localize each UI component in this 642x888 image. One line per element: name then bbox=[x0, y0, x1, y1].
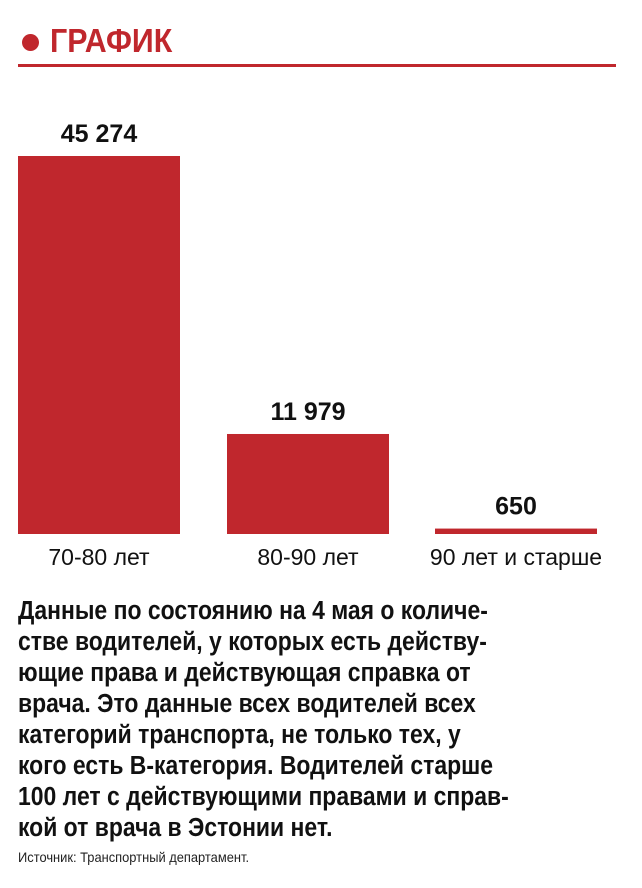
bar-3 bbox=[435, 528, 597, 534]
caption-line: 100 лет с действующими правами и справ- bbox=[18, 783, 509, 811]
value-label-2: 11 979 bbox=[270, 398, 345, 426]
header: ГРАФИК bbox=[18, 14, 616, 68]
caption-line: врача. Это данные всех водителей всех bbox=[18, 690, 476, 718]
caption-line: категорий транспорта, не только тех, у bbox=[18, 721, 461, 749]
page-title: ГРАФИК bbox=[50, 22, 173, 59]
caption-line: кого есть B-категория. Водителей старше bbox=[18, 752, 494, 780]
value-label-1: 45 274 bbox=[61, 120, 138, 148]
caption-line: Данные по состоянию на 4 мая о количе- bbox=[18, 597, 488, 625]
caption-line: кой от врача в Эстонии нет. bbox=[18, 814, 333, 842]
caption: Данные по состоянию на 4 мая о количе- с… bbox=[18, 596, 626, 844]
bullet-dot-icon bbox=[22, 34, 39, 51]
bar-chart: 45 274 70-80 лет 11 979 80-90 лет 650 90 лет … bbox=[18, 120, 602, 570]
bar-1 bbox=[18, 156, 180, 534]
category-label-1: 70-80 лет bbox=[48, 544, 150, 570]
source-note: Источник: Транспортный департамент. bbox=[18, 849, 250, 865]
category-label-3: 90 лет и старше bbox=[430, 544, 602, 570]
category-label-2: 80-90 лет bbox=[257, 544, 359, 570]
bar-2 bbox=[227, 433, 389, 534]
caption-line: стве водителей, у которых есть действу- bbox=[18, 628, 487, 656]
header-divider bbox=[18, 64, 616, 67]
value-label-3: 650 bbox=[495, 493, 537, 521]
caption-line: ющие права и действующая справка от bbox=[18, 659, 471, 687]
